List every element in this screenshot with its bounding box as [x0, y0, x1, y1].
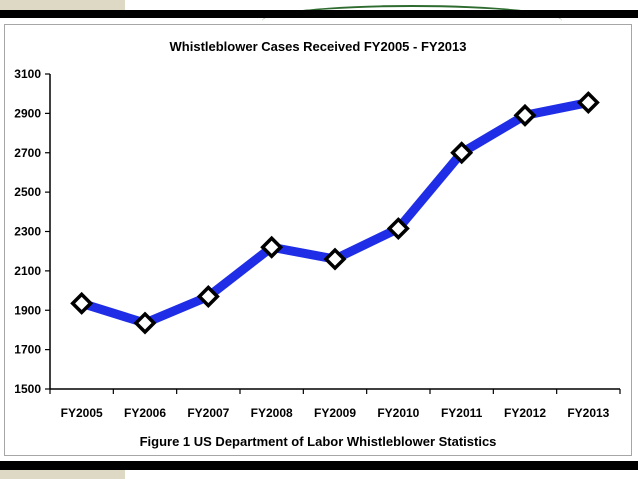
x-tick-label: FY2005	[61, 406, 103, 420]
data-point-marker	[576, 91, 600, 115]
data-point-marker	[386, 217, 410, 241]
y-tick-label: 1500	[14, 382, 41, 396]
data-point-marker	[196, 284, 220, 308]
chart-axes	[49, 74, 620, 390]
x-tick-label: FY2008	[251, 406, 293, 420]
x-axis-ticks: FY2005 FY2006 FY2007 FY2008 FY2009 FY2010 FY20…	[49, 389, 621, 420]
y-axis-ticks: 1500 1700 1900 2100 2300 2500 2700 2900 3100	[14, 67, 50, 396]
data-point-marker	[260, 235, 284, 259]
x-tick-label: FY2006	[124, 406, 166, 420]
series-line-path	[77, 98, 593, 328]
x-tick-label: FY2011	[441, 406, 483, 420]
data-point-marker	[323, 247, 347, 271]
slide-decorative-arc	[262, 5, 562, 37]
y-tick-label: 3100	[14, 67, 41, 81]
data-point-marker	[450, 141, 474, 165]
x-tick-label: FY2012	[504, 406, 546, 420]
figure-caption: Figure 1 US Department of Labor Whistleb…	[140, 434, 497, 449]
y-tick-label: 2300	[14, 225, 41, 239]
y-tick-label: 1700	[14, 343, 41, 357]
y-tick-label: 2500	[14, 185, 41, 199]
data-point-marker	[133, 311, 157, 335]
x-tick-label: FY2009	[314, 406, 356, 420]
y-tick-label: 2900	[14, 106, 41, 120]
x-tick-label: FY2013	[567, 406, 609, 420]
series-line	[77, 98, 593, 328]
y-tick-label: 2700	[14, 146, 41, 160]
slide-bottom-bar	[0, 461, 638, 470]
slide-top-bar	[0, 10, 638, 18]
data-point-marker	[70, 291, 94, 315]
y-tick-label: 1900	[14, 303, 41, 317]
slide-corner-accent-top	[0, 0, 125, 10]
series-markers	[70, 91, 600, 335]
chart-title: Whistleblower Cases Received FY2005 - FY…	[170, 39, 467, 54]
x-tick-label: FY2007	[187, 406, 229, 420]
y-tick-label: 2100	[14, 264, 41, 278]
data-point-marker	[513, 103, 537, 127]
chart-frame	[4, 24, 632, 456]
x-tick-label: FY2010	[377, 406, 419, 420]
